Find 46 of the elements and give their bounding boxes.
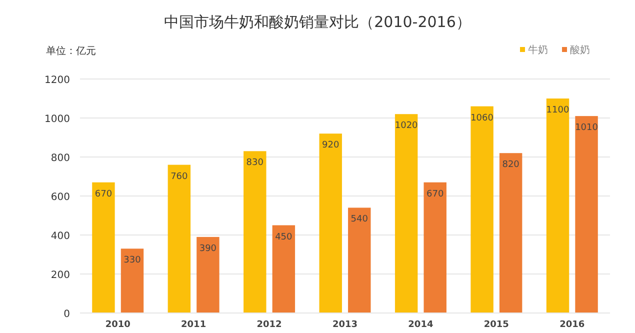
y-tick-label: 200 bbox=[50, 270, 70, 281]
x-tick-label: 2015 bbox=[484, 320, 509, 330]
data-label: 450 bbox=[275, 232, 293, 242]
bar bbox=[319, 134, 342, 313]
chart-title: 中国市场牛奶和酸奶销量对比（2010-2016） bbox=[164, 13, 471, 31]
y-tick-label: 0 bbox=[64, 309, 70, 320]
bar bbox=[92, 182, 115, 313]
x-tick-label: 2011 bbox=[181, 320, 206, 330]
data-label: 1010 bbox=[575, 123, 598, 134]
x-tick-label: 2012 bbox=[256, 320, 282, 330]
bar bbox=[244, 151, 266, 313]
bar bbox=[348, 208, 371, 313]
data-label: 820 bbox=[502, 160, 520, 170]
bar bbox=[196, 236, 220, 313]
data-label: 830 bbox=[246, 158, 264, 168]
legend-label: 酸奶 bbox=[570, 44, 590, 56]
x-tick-label: 2013 bbox=[332, 320, 358, 330]
x-tick-label: 2016 bbox=[560, 320, 585, 330]
bar bbox=[470, 106, 494, 313]
data-label: 390 bbox=[199, 244, 217, 254]
data-label: 670 bbox=[426, 189, 444, 200]
y-tick-label: 600 bbox=[50, 192, 70, 203]
y-tick-label: 400 bbox=[50, 231, 70, 242]
data-label: 670 bbox=[94, 189, 112, 200]
y-tick-label: 800 bbox=[50, 153, 70, 164]
y-tick-label: 1200 bbox=[44, 75, 70, 86]
bar bbox=[546, 98, 570, 313]
bar bbox=[168, 164, 191, 313]
bar bbox=[120, 248, 144, 313]
legend-label: 牛奶 bbox=[528, 44, 548, 56]
y-tick-label: 1000 bbox=[44, 114, 70, 125]
bar bbox=[424, 182, 446, 313]
data-label: 330 bbox=[124, 256, 142, 266]
bar bbox=[499, 153, 522, 313]
bar bbox=[394, 114, 418, 313]
bar bbox=[272, 225, 296, 313]
data-label: 540 bbox=[350, 214, 368, 225]
bar bbox=[575, 116, 598, 313]
data-label: 1020 bbox=[394, 121, 418, 132]
data-label: 760 bbox=[170, 172, 188, 182]
data-label: 1060 bbox=[470, 113, 494, 124]
data-label: 1100 bbox=[546, 106, 570, 116]
data-label: 920 bbox=[322, 140, 340, 151]
y-axis-title: 单位：亿元 bbox=[46, 45, 96, 57]
x-tick-label: 2014 bbox=[408, 320, 434, 330]
x-tick-label: 2010 bbox=[105, 320, 130, 330]
